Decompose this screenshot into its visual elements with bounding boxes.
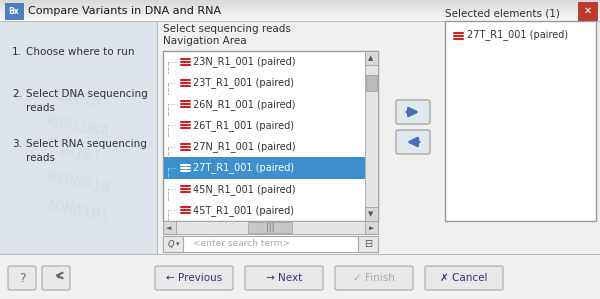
FancyBboxPatch shape — [396, 100, 430, 124]
Bar — [0, 9, 600, 10]
Bar — [0, 15, 600, 16]
Bar — [0, 22, 157, 255]
Text: <enter search term>: <enter search term> — [193, 239, 290, 248]
Text: 01010: 01010 — [54, 88, 102, 110]
Bar — [0, 7, 600, 8]
Bar — [0, 16, 600, 17]
FancyBboxPatch shape — [245, 266, 323, 290]
Bar — [0, 17, 600, 18]
Bar — [0, 254, 600, 255]
Bar — [163, 221, 176, 234]
Bar — [0, 2, 600, 3]
Text: ▲: ▲ — [368, 55, 374, 61]
Text: Choose where to run: Choose where to run — [26, 47, 134, 57]
Text: Select RNA sequencing
reads: Select RNA sequencing reads — [26, 139, 147, 163]
Bar — [0, 1, 600, 2]
Bar — [0, 6, 600, 7]
Bar — [0, 0, 600, 1]
FancyBboxPatch shape — [42, 266, 70, 290]
Bar — [5, 3, 23, 19]
Text: 27T_R1_001 (paired): 27T_R1_001 (paired) — [467, 30, 568, 40]
Text: 26T_R1_001 (paired): 26T_R1_001 (paired) — [193, 120, 294, 131]
Text: 01RN010: 01RN010 — [45, 170, 111, 196]
Text: Q: Q — [167, 239, 175, 248]
Text: ← Previous: ← Previous — [166, 273, 222, 283]
Text: 10101: 10101 — [54, 144, 102, 166]
Text: ►: ► — [370, 225, 374, 231]
Text: Navigation Area: Navigation Area — [163, 36, 247, 46]
Bar — [0, 18, 600, 19]
Bar — [365, 207, 378, 221]
Bar — [578, 2, 597, 20]
Text: ✓ Finish: ✓ Finish — [353, 273, 395, 283]
Bar — [0, 255, 600, 299]
Bar — [0, 10, 600, 11]
Bar — [164, 157, 365, 179]
Bar — [365, 221, 378, 234]
Bar — [445, 21, 596, 221]
Bar — [0, 254, 600, 255]
Text: |||: ||| — [266, 223, 274, 233]
Text: 27T_R1_001 (paired): 27T_R1_001 (paired) — [193, 162, 294, 173]
Bar — [163, 236, 183, 252]
Bar — [0, 22, 600, 255]
Text: ✗ Cancel: ✗ Cancel — [440, 273, 488, 283]
Bar — [358, 236, 378, 252]
Bar — [0, 11, 600, 12]
Text: Compare Variants in DNA and RNA: Compare Variants in DNA and RNA — [28, 6, 221, 16]
FancyBboxPatch shape — [155, 266, 233, 290]
Bar — [248, 222, 292, 233]
Bar — [163, 236, 358, 252]
Text: ▼: ▼ — [368, 211, 374, 217]
Text: ▾: ▾ — [176, 241, 180, 247]
Text: 45T_R1_001 (paired): 45T_R1_001 (paired) — [193, 205, 294, 216]
Bar — [0, 5, 600, 6]
Bar — [365, 51, 378, 65]
Text: 23T_R1_001 (paired): 23T_R1_001 (paired) — [193, 77, 294, 88]
Text: ADNA101: ADNA101 — [45, 198, 111, 224]
Text: 1.: 1. — [12, 47, 22, 57]
Text: RNALDNA: RNALDNA — [45, 114, 111, 140]
Text: ✕: ✕ — [584, 6, 592, 16]
Bar — [0, 20, 600, 21]
Bar — [365, 51, 378, 221]
FancyBboxPatch shape — [396, 130, 430, 154]
Text: Bx: Bx — [8, 7, 19, 16]
Bar — [0, 21, 600, 22]
Bar — [0, 12, 600, 13]
Text: Selected elements (1): Selected elements (1) — [445, 8, 560, 18]
Text: Select sequencing reads: Select sequencing reads — [163, 24, 291, 34]
Text: 27N_R1_001 (paired): 27N_R1_001 (paired) — [193, 141, 296, 152]
Text: 23N_R1_001 (paired): 23N_R1_001 (paired) — [193, 56, 296, 67]
Text: ◄: ◄ — [166, 225, 172, 231]
Bar — [0, 21, 600, 22]
Text: 3.: 3. — [12, 139, 22, 149]
Bar — [157, 22, 158, 255]
Text: 2.: 2. — [12, 89, 22, 99]
Text: → Next: → Next — [266, 273, 302, 283]
Bar — [163, 221, 378, 234]
Bar — [0, 13, 600, 14]
Text: Select DNA sequencing
reads: Select DNA sequencing reads — [26, 89, 148, 113]
Bar — [0, 19, 600, 20]
Bar — [0, 3, 600, 4]
FancyBboxPatch shape — [425, 266, 503, 290]
FancyBboxPatch shape — [335, 266, 413, 290]
Bar — [0, 8, 600, 9]
Bar — [366, 75, 377, 91]
FancyBboxPatch shape — [8, 266, 36, 290]
Text: ⊟: ⊟ — [364, 239, 372, 249]
Bar — [0, 14, 600, 15]
Text: 45N_R1_001 (paired): 45N_R1_001 (paired) — [193, 184, 296, 195]
Bar — [163, 51, 378, 221]
Text: 26N_R1_001 (paired): 26N_R1_001 (paired) — [193, 99, 296, 109]
Bar — [0, 4, 600, 5]
Text: ?: ? — [19, 271, 25, 285]
